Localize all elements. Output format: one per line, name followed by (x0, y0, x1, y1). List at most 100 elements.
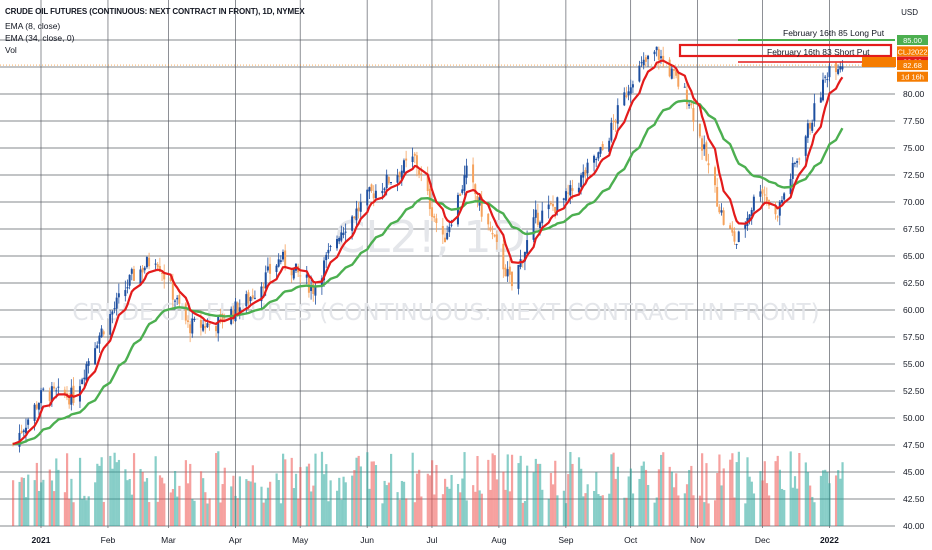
volume-bar (344, 482, 347, 526)
candle-body (253, 297, 256, 299)
volume-bar (202, 478, 205, 526)
volume-bar (474, 491, 477, 526)
volume-bar (714, 500, 717, 526)
volume-bar (448, 488, 451, 526)
x-tick-label: Dec (755, 535, 771, 545)
volume-bar (251, 465, 254, 526)
candle-body (390, 181, 392, 183)
volume-bar (798, 453, 801, 526)
candle-body (729, 225, 732, 229)
volume-bar (491, 453, 494, 526)
candle-body (357, 207, 360, 212)
volume-bar (83, 495, 86, 526)
volume-bar (502, 471, 505, 526)
volume-bar (707, 503, 710, 526)
candle-body (474, 184, 477, 195)
candle-body (510, 271, 513, 287)
candle-body (690, 103, 693, 106)
candle-body (418, 170, 421, 176)
candle-body (50, 386, 53, 403)
candle-body (491, 232, 494, 235)
volume-bar (94, 482, 97, 526)
volume-bar (277, 480, 280, 526)
volume-bar (96, 463, 99, 526)
volume-bar (109, 455, 112, 526)
volume-bar (124, 469, 127, 526)
candle-body (446, 232, 449, 240)
candle-body (415, 155, 418, 168)
x-tick-label: Jul (427, 535, 438, 545)
candle-body (63, 389, 66, 395)
y-tick-label: 57.50 (903, 332, 925, 342)
candle-body (290, 269, 293, 276)
volume-bar (329, 480, 332, 526)
candle-body (644, 57, 647, 62)
volume-bar (37, 490, 41, 526)
volume-bar (221, 484, 224, 526)
price-badge-label: 85.00 (903, 36, 922, 45)
candle-body (163, 273, 166, 280)
volume-bar (774, 461, 777, 526)
candle-body (441, 225, 444, 235)
candle-body (735, 244, 738, 246)
volume-bar (336, 490, 339, 526)
candle-body (765, 197, 768, 201)
volume-bar (325, 464, 328, 526)
candle-body (366, 189, 369, 206)
candle-body (688, 104, 691, 106)
volume-bar (629, 468, 632, 526)
volume-bar (415, 473, 419, 526)
volume-bar (290, 457, 293, 526)
candle-body (778, 201, 781, 216)
candle-body (282, 251, 284, 260)
candle-body (463, 175, 466, 191)
volume-bar (208, 498, 211, 526)
candle-body (705, 142, 708, 161)
candle-body (27, 419, 30, 425)
candle-body (178, 294, 181, 304)
candle-body (629, 87, 632, 94)
volume-bar (98, 465, 101, 526)
candle-body (539, 222, 542, 229)
candle-body (593, 155, 596, 163)
candle-body (199, 319, 202, 328)
volume-bar (357, 455, 360, 526)
volume-bar (729, 459, 732, 526)
candle-body (171, 279, 174, 300)
volume-bar (359, 466, 362, 526)
volume-bar (342, 476, 345, 526)
volume-bar (292, 488, 295, 526)
volume-bar (400, 480, 403, 526)
volume-bar (70, 478, 73, 526)
volume-bar (521, 502, 524, 526)
candle-body (614, 121, 617, 123)
candle-body (431, 207, 434, 217)
candle-body (504, 267, 507, 277)
candle-body (716, 186, 719, 207)
candle-body (98, 335, 101, 344)
candle-body (722, 210, 725, 225)
candle-body (508, 266, 511, 275)
volume-bar (733, 497, 736, 526)
candle-body (660, 56, 662, 59)
volume-bar (765, 483, 769, 526)
candle-body (269, 263, 272, 274)
candle-body (450, 224, 453, 226)
volume-bar (716, 473, 719, 526)
candle-body (547, 204, 550, 210)
volume-bar (655, 497, 658, 526)
volume-bar (547, 498, 550, 526)
y-tick-label: 42.50 (903, 494, 925, 504)
volume-bar (284, 459, 287, 526)
candle-body (597, 152, 600, 159)
candle-body (342, 232, 345, 236)
y-tick-label: 45.00 (903, 467, 925, 477)
candle-body (251, 295, 254, 299)
candle-body (675, 70, 678, 76)
short-put-label: February 16th 83 Short Put (767, 47, 870, 57)
candle-body (804, 136, 807, 156)
volume-bar (465, 500, 468, 526)
volume-bar (750, 481, 753, 526)
volume-bar (204, 492, 207, 526)
volume-bar (456, 483, 460, 526)
